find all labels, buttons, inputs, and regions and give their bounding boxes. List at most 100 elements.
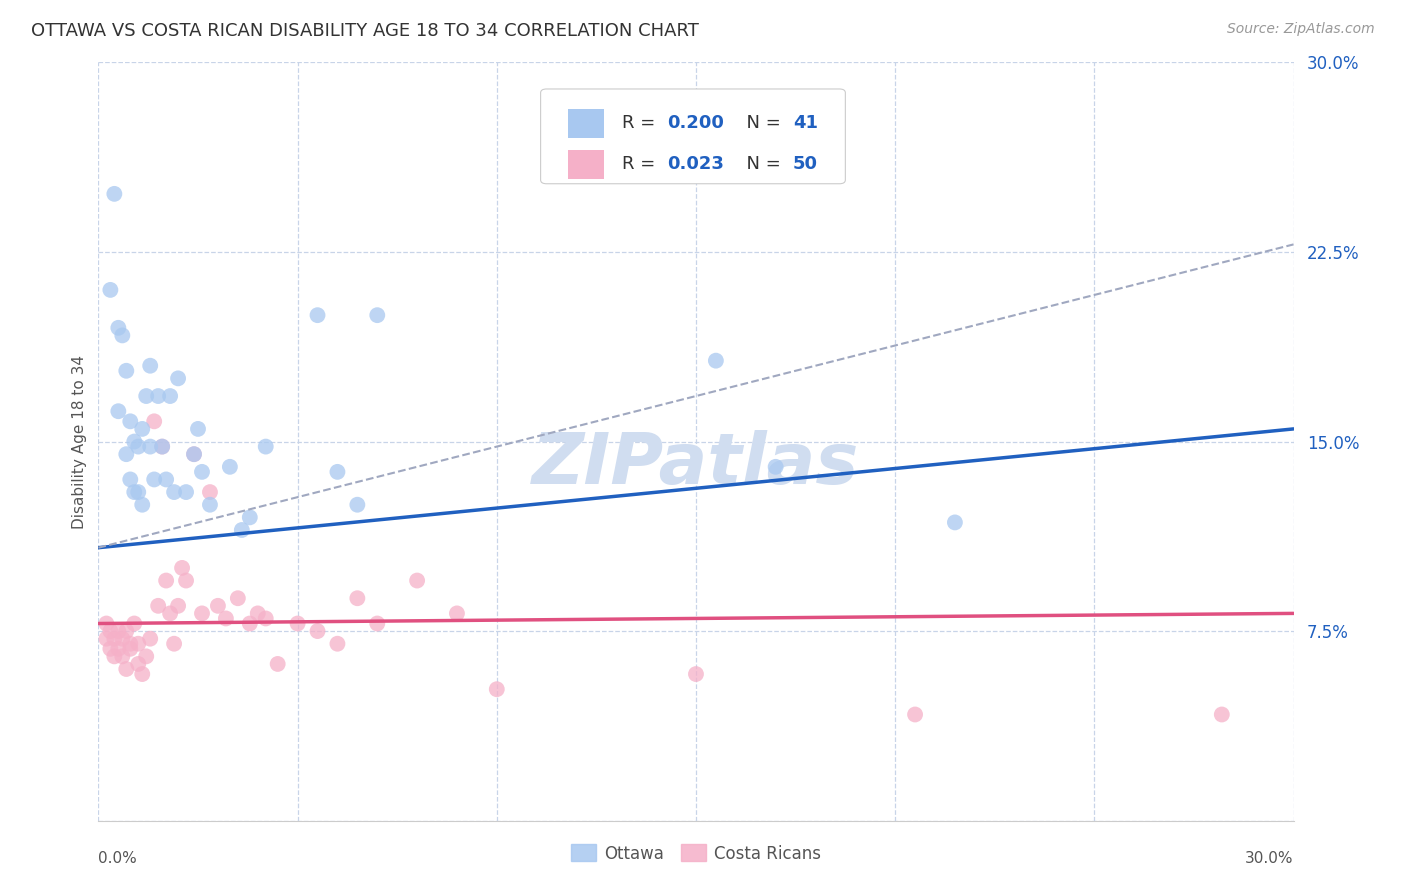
Text: 0.200: 0.200 xyxy=(668,114,724,132)
Point xyxy=(139,440,162,454)
Point xyxy=(485,682,508,697)
Point xyxy=(904,707,927,722)
Point xyxy=(155,574,177,588)
FancyBboxPatch shape xyxy=(568,150,605,178)
Point xyxy=(103,186,125,201)
Point xyxy=(346,498,368,512)
Point xyxy=(267,657,290,671)
Point xyxy=(143,473,166,487)
Point xyxy=(183,447,205,461)
Text: R =: R = xyxy=(621,114,661,132)
Point xyxy=(107,641,129,656)
Point xyxy=(187,422,209,436)
Point xyxy=(446,607,468,621)
Point xyxy=(287,616,309,631)
Point xyxy=(135,389,157,403)
Point xyxy=(215,611,238,625)
Point xyxy=(127,637,149,651)
Point xyxy=(111,649,134,664)
Text: N =: N = xyxy=(735,155,787,173)
Point xyxy=(127,440,149,454)
Text: 50: 50 xyxy=(793,155,818,173)
Point xyxy=(155,473,177,487)
Point xyxy=(174,485,197,500)
Point xyxy=(167,371,190,385)
Point xyxy=(139,632,162,646)
Point xyxy=(326,637,349,651)
Point xyxy=(326,465,349,479)
Point xyxy=(115,624,138,639)
Point xyxy=(148,599,170,613)
Text: N =: N = xyxy=(735,114,787,132)
Point xyxy=(198,498,221,512)
Point xyxy=(120,641,142,656)
Point xyxy=(131,422,153,436)
Point xyxy=(239,616,262,631)
FancyBboxPatch shape xyxy=(568,109,605,137)
Point xyxy=(159,607,181,621)
Text: R =: R = xyxy=(621,155,661,173)
Point xyxy=(98,624,122,639)
Point xyxy=(366,616,388,631)
Point xyxy=(115,662,138,676)
Point xyxy=(219,459,242,474)
Point xyxy=(150,440,173,454)
Y-axis label: Disability Age 18 to 34: Disability Age 18 to 34 xyxy=(72,354,87,529)
Text: 0.023: 0.023 xyxy=(668,155,724,173)
Point xyxy=(231,523,253,537)
Point xyxy=(135,649,157,664)
Point xyxy=(127,657,149,671)
Point xyxy=(163,637,186,651)
Point xyxy=(254,611,277,625)
Point xyxy=(183,447,205,461)
Point xyxy=(124,616,146,631)
Point xyxy=(96,616,118,631)
Point xyxy=(96,632,118,646)
Point xyxy=(107,404,129,418)
Text: 30.0%: 30.0% xyxy=(1246,851,1294,866)
Point xyxy=(148,389,170,403)
Point xyxy=(226,591,249,606)
Point xyxy=(765,459,787,474)
Point xyxy=(246,607,269,621)
FancyBboxPatch shape xyxy=(541,89,845,184)
Point xyxy=(103,632,125,646)
Point xyxy=(107,320,129,334)
Point xyxy=(111,328,134,343)
Point xyxy=(131,498,153,512)
Point xyxy=(124,485,146,500)
Point xyxy=(111,632,134,646)
Text: ZIPatlas: ZIPatlas xyxy=(533,430,859,499)
Point xyxy=(159,389,181,403)
Point xyxy=(120,414,142,428)
Point xyxy=(98,283,122,297)
Point xyxy=(198,485,221,500)
Point xyxy=(107,624,129,639)
Point xyxy=(307,624,329,639)
Text: 41: 41 xyxy=(793,114,818,132)
Text: OTTAWA VS COSTA RICAN DISABILITY AGE 18 TO 34 CORRELATION CHART: OTTAWA VS COSTA RICAN DISABILITY AGE 18 … xyxy=(31,22,699,40)
Point xyxy=(191,607,214,621)
Point xyxy=(150,440,173,454)
Point xyxy=(139,359,162,373)
Point xyxy=(406,574,429,588)
Point xyxy=(98,641,122,656)
Point xyxy=(172,561,194,575)
Point xyxy=(163,485,186,500)
Point xyxy=(174,574,197,588)
Point xyxy=(704,353,727,368)
Point xyxy=(307,308,329,322)
Point xyxy=(120,473,142,487)
Point xyxy=(115,364,138,378)
Point xyxy=(685,667,707,681)
Point xyxy=(943,516,966,530)
Point xyxy=(366,308,388,322)
Point xyxy=(127,485,149,500)
Text: Source: ZipAtlas.com: Source: ZipAtlas.com xyxy=(1227,22,1375,37)
Point xyxy=(207,599,229,613)
Point xyxy=(103,649,125,664)
Point xyxy=(254,440,277,454)
Point xyxy=(239,510,262,524)
Point xyxy=(131,667,153,681)
Point xyxy=(191,465,214,479)
